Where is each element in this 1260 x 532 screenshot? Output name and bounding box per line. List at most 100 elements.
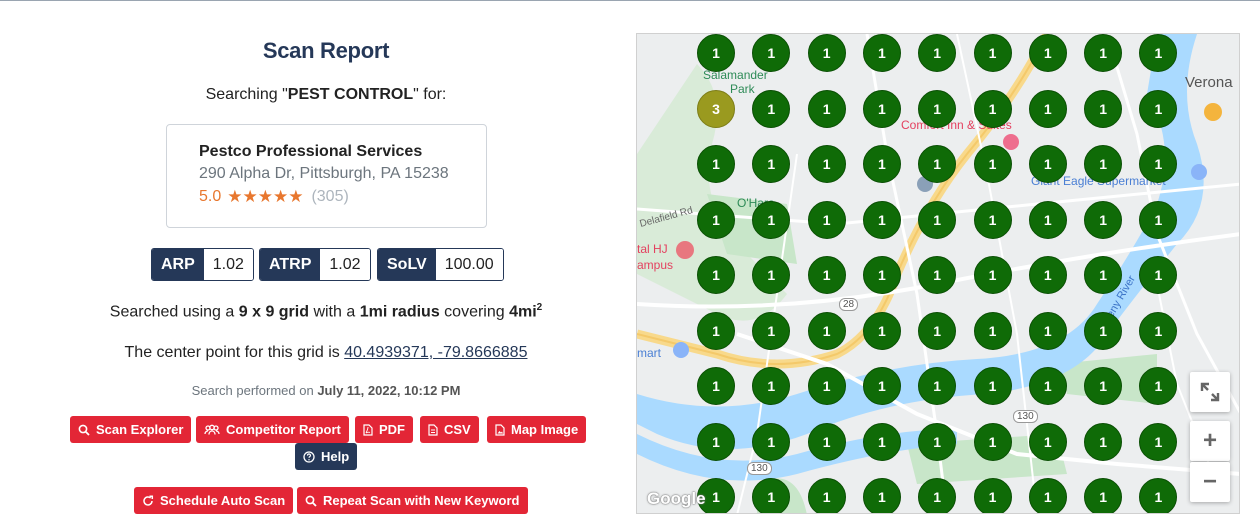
rank-pin[interactable]: 1 bbox=[918, 478, 957, 513]
rank-pin[interactable]: 1 bbox=[807, 200, 846, 239]
rank-pin[interactable]: 1 bbox=[918, 89, 957, 128]
rank-pin[interactable]: 1 bbox=[1084, 367, 1123, 405]
rank-pin[interactable]: 1 bbox=[973, 89, 1012, 128]
center-coords-link[interactable]: 40.4939371, -79.8666885 bbox=[344, 344, 528, 361]
rank-pin[interactable]: 1 bbox=[807, 367, 846, 405]
rank-pin[interactable]: 1 bbox=[973, 478, 1012, 513]
rank-pin[interactable]: 1 bbox=[918, 145, 957, 183]
image-icon bbox=[495, 423, 505, 436]
rank-pin[interactable]: 1 bbox=[862, 34, 901, 72]
rank-pin[interactable]: 1 bbox=[1084, 422, 1123, 461]
rank-pin[interactable]: 1 bbox=[1028, 34, 1067, 72]
rank-pin[interactable]: 1 bbox=[807, 311, 846, 350]
rank-pin[interactable]: 1 bbox=[862, 256, 901, 294]
rank-pin[interactable]: 1 bbox=[752, 367, 791, 405]
zoom-in-button[interactable]: + bbox=[1190, 421, 1230, 461]
rank-pin[interactable]: 1 bbox=[862, 422, 901, 461]
rank-pin[interactable]: 1 bbox=[1028, 422, 1067, 461]
rank-pin[interactable]: 1 bbox=[1084, 34, 1123, 72]
rank-pin[interactable]: 1 bbox=[1028, 89, 1067, 128]
rank-pin[interactable]: 1 bbox=[918, 200, 957, 239]
rank-pin[interactable]: 1 bbox=[1084, 89, 1123, 128]
rank-pin[interactable]: 1 bbox=[697, 422, 735, 461]
rank-pin[interactable]: 1 bbox=[1084, 311, 1123, 350]
rank-pin[interactable]: 1 bbox=[1028, 145, 1067, 183]
rank-pin[interactable]: 1 bbox=[807, 145, 846, 183]
rank-pin[interactable]: 1 bbox=[807, 478, 846, 513]
pdf-button[interactable]: PDF bbox=[355, 416, 413, 443]
rank-pin[interactable]: 1 bbox=[1028, 367, 1067, 405]
rank-pin[interactable]: 1 bbox=[918, 34, 957, 72]
rank-pin[interactable]: 1 bbox=[1028, 200, 1067, 239]
scan-explorer-button[interactable]: Scan Explorer bbox=[70, 416, 192, 443]
rank-pin[interactable]: 1 bbox=[1028, 311, 1067, 350]
rank-pin[interactable]: 1 bbox=[973, 145, 1012, 183]
rank-pin[interactable]: 1 bbox=[1139, 145, 1178, 183]
rank-pin[interactable]: 1 bbox=[752, 256, 791, 294]
rank-pin[interactable]: 1 bbox=[697, 145, 735, 183]
rank-pin[interactable]: 1 bbox=[752, 200, 791, 239]
schedule-auto-scan-button[interactable]: Schedule Auto Scan bbox=[134, 487, 294, 514]
rank-pin[interactable]: 1 bbox=[752, 478, 791, 513]
rank-pin[interactable]: 1 bbox=[1139, 256, 1178, 294]
route-130-shield-2: 130 bbox=[747, 462, 772, 475]
rank-pin[interactable]: 1 bbox=[752, 422, 791, 461]
rank-pin[interactable]: 1 bbox=[697, 367, 735, 405]
rank-pin[interactable]: 1 bbox=[973, 34, 1012, 72]
rank-pin[interactable]: 1 bbox=[1139, 478, 1178, 513]
rank-pin[interactable]: 3 bbox=[697, 89, 735, 128]
rank-pin[interactable]: 1 bbox=[1084, 478, 1123, 513]
csv-button[interactable]: CSV bbox=[420, 416, 479, 443]
rank-pin[interactable]: 1 bbox=[1028, 256, 1067, 294]
rank-pin[interactable]: 1 bbox=[862, 200, 901, 239]
rank-pin[interactable]: 1 bbox=[918, 256, 957, 294]
rank-pin[interactable]: 1 bbox=[1084, 256, 1123, 294]
rank-pin[interactable]: 1 bbox=[862, 89, 901, 128]
repeat-scan-button[interactable]: Repeat Scan with New Keyword bbox=[297, 487, 528, 514]
rank-pin[interactable]: 1 bbox=[918, 367, 957, 405]
rank-pin[interactable]: 1 bbox=[1084, 145, 1123, 183]
rank-pin[interactable]: 1 bbox=[697, 311, 735, 350]
rank-pin[interactable]: 1 bbox=[1139, 311, 1178, 350]
rank-pin[interactable]: 1 bbox=[1139, 422, 1178, 461]
rank-pin[interactable]: 1 bbox=[807, 89, 846, 128]
map-label-park: Park bbox=[730, 82, 755, 96]
rank-pin[interactable]: 1 bbox=[752, 145, 791, 183]
rank-pin[interactable]: 1 bbox=[752, 311, 791, 350]
rank-pin[interactable]: 1 bbox=[807, 256, 846, 294]
report-panel: Scan Report Searching "PEST CONTROL" for… bbox=[70, 38, 587, 514]
fullscreen-button[interactable] bbox=[1190, 372, 1230, 412]
rank-pin[interactable]: 1 bbox=[697, 256, 735, 294]
rank-pin[interactable]: 1 bbox=[973, 311, 1012, 350]
map-label-verona: Verona bbox=[1185, 74, 1233, 91]
rank-pin[interactable]: 1 bbox=[697, 200, 735, 239]
zoom-out-button[interactable]: − bbox=[1190, 462, 1230, 502]
rank-pin[interactable]: 1 bbox=[1028, 478, 1067, 513]
rank-pin[interactable]: 1 bbox=[973, 367, 1012, 405]
help-button[interactable]: Help bbox=[295, 443, 358, 470]
rank-pin[interactable]: 1 bbox=[862, 311, 901, 350]
rank-pin[interactable]: 1 bbox=[1139, 34, 1178, 72]
rank-pin[interactable]: 1 bbox=[862, 145, 901, 183]
rank-pin[interactable]: 1 bbox=[1139, 200, 1178, 239]
rank-pin[interactable]: 1 bbox=[752, 89, 791, 128]
rank-pin[interactable]: 1 bbox=[807, 422, 846, 461]
competitor-report-button[interactable]: Competitor Report bbox=[196, 416, 349, 443]
rank-pin[interactable]: 1 bbox=[697, 478, 735, 513]
rank-pin[interactable]: 1 bbox=[697, 34, 735, 72]
rank-pin[interactable]: 1 bbox=[1084, 200, 1123, 239]
rank-pin[interactable]: 1 bbox=[973, 200, 1012, 239]
map-image-button[interactable]: Map Image bbox=[487, 416, 587, 443]
rank-pin[interactable]: 1 bbox=[807, 34, 846, 72]
rank-pin[interactable]: 1 bbox=[1139, 367, 1178, 405]
rank-pin[interactable]: 1 bbox=[918, 311, 957, 350]
rank-pin[interactable]: 1 bbox=[973, 256, 1012, 294]
rank-pin[interactable]: 1 bbox=[1139, 89, 1178, 128]
rank-grid-map[interactable]: Salamander Park Verona Comfort Inn & Sui… bbox=[636, 33, 1240, 514]
rank-pin[interactable]: 1 bbox=[918, 422, 957, 461]
rank-pin[interactable]: 1 bbox=[862, 367, 901, 405]
rank-pin[interactable]: 1 bbox=[973, 422, 1012, 461]
rank-pin[interactable]: 1 bbox=[862, 478, 901, 513]
rank-pin[interactable]: 1 bbox=[752, 34, 791, 72]
page-margin bbox=[1240, 33, 1260, 514]
